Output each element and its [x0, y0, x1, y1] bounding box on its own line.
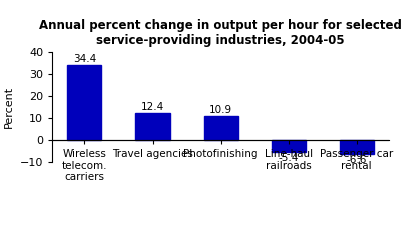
Title: Annual percent change in output per hour for selected
service-providing industri: Annual percent change in output per hour…	[39, 19, 401, 47]
Text: 12.4: 12.4	[141, 102, 164, 112]
Text: 10.9: 10.9	[209, 105, 232, 115]
Bar	[136, 113, 170, 140]
Bar	[340, 140, 374, 154]
Text: -5.4: -5.4	[278, 153, 299, 163]
Text: 34.4: 34.4	[73, 54, 96, 64]
Bar	[67, 65, 101, 140]
Y-axis label: Percent: Percent	[4, 86, 14, 128]
Text: -6.6: -6.6	[346, 155, 367, 165]
Bar	[271, 140, 306, 152]
Bar	[204, 116, 237, 140]
